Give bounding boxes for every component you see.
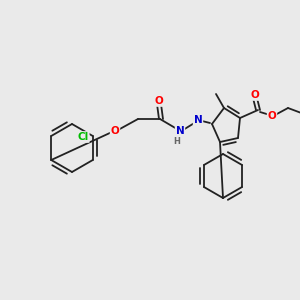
Text: O: O: [250, 90, 260, 100]
Text: O: O: [268, 111, 276, 121]
Text: N: N: [194, 115, 202, 125]
Text: Cl: Cl: [77, 132, 89, 142]
Text: O: O: [154, 96, 164, 106]
Text: O: O: [111, 126, 119, 136]
Text: N: N: [176, 126, 184, 136]
Text: H: H: [174, 136, 180, 146]
